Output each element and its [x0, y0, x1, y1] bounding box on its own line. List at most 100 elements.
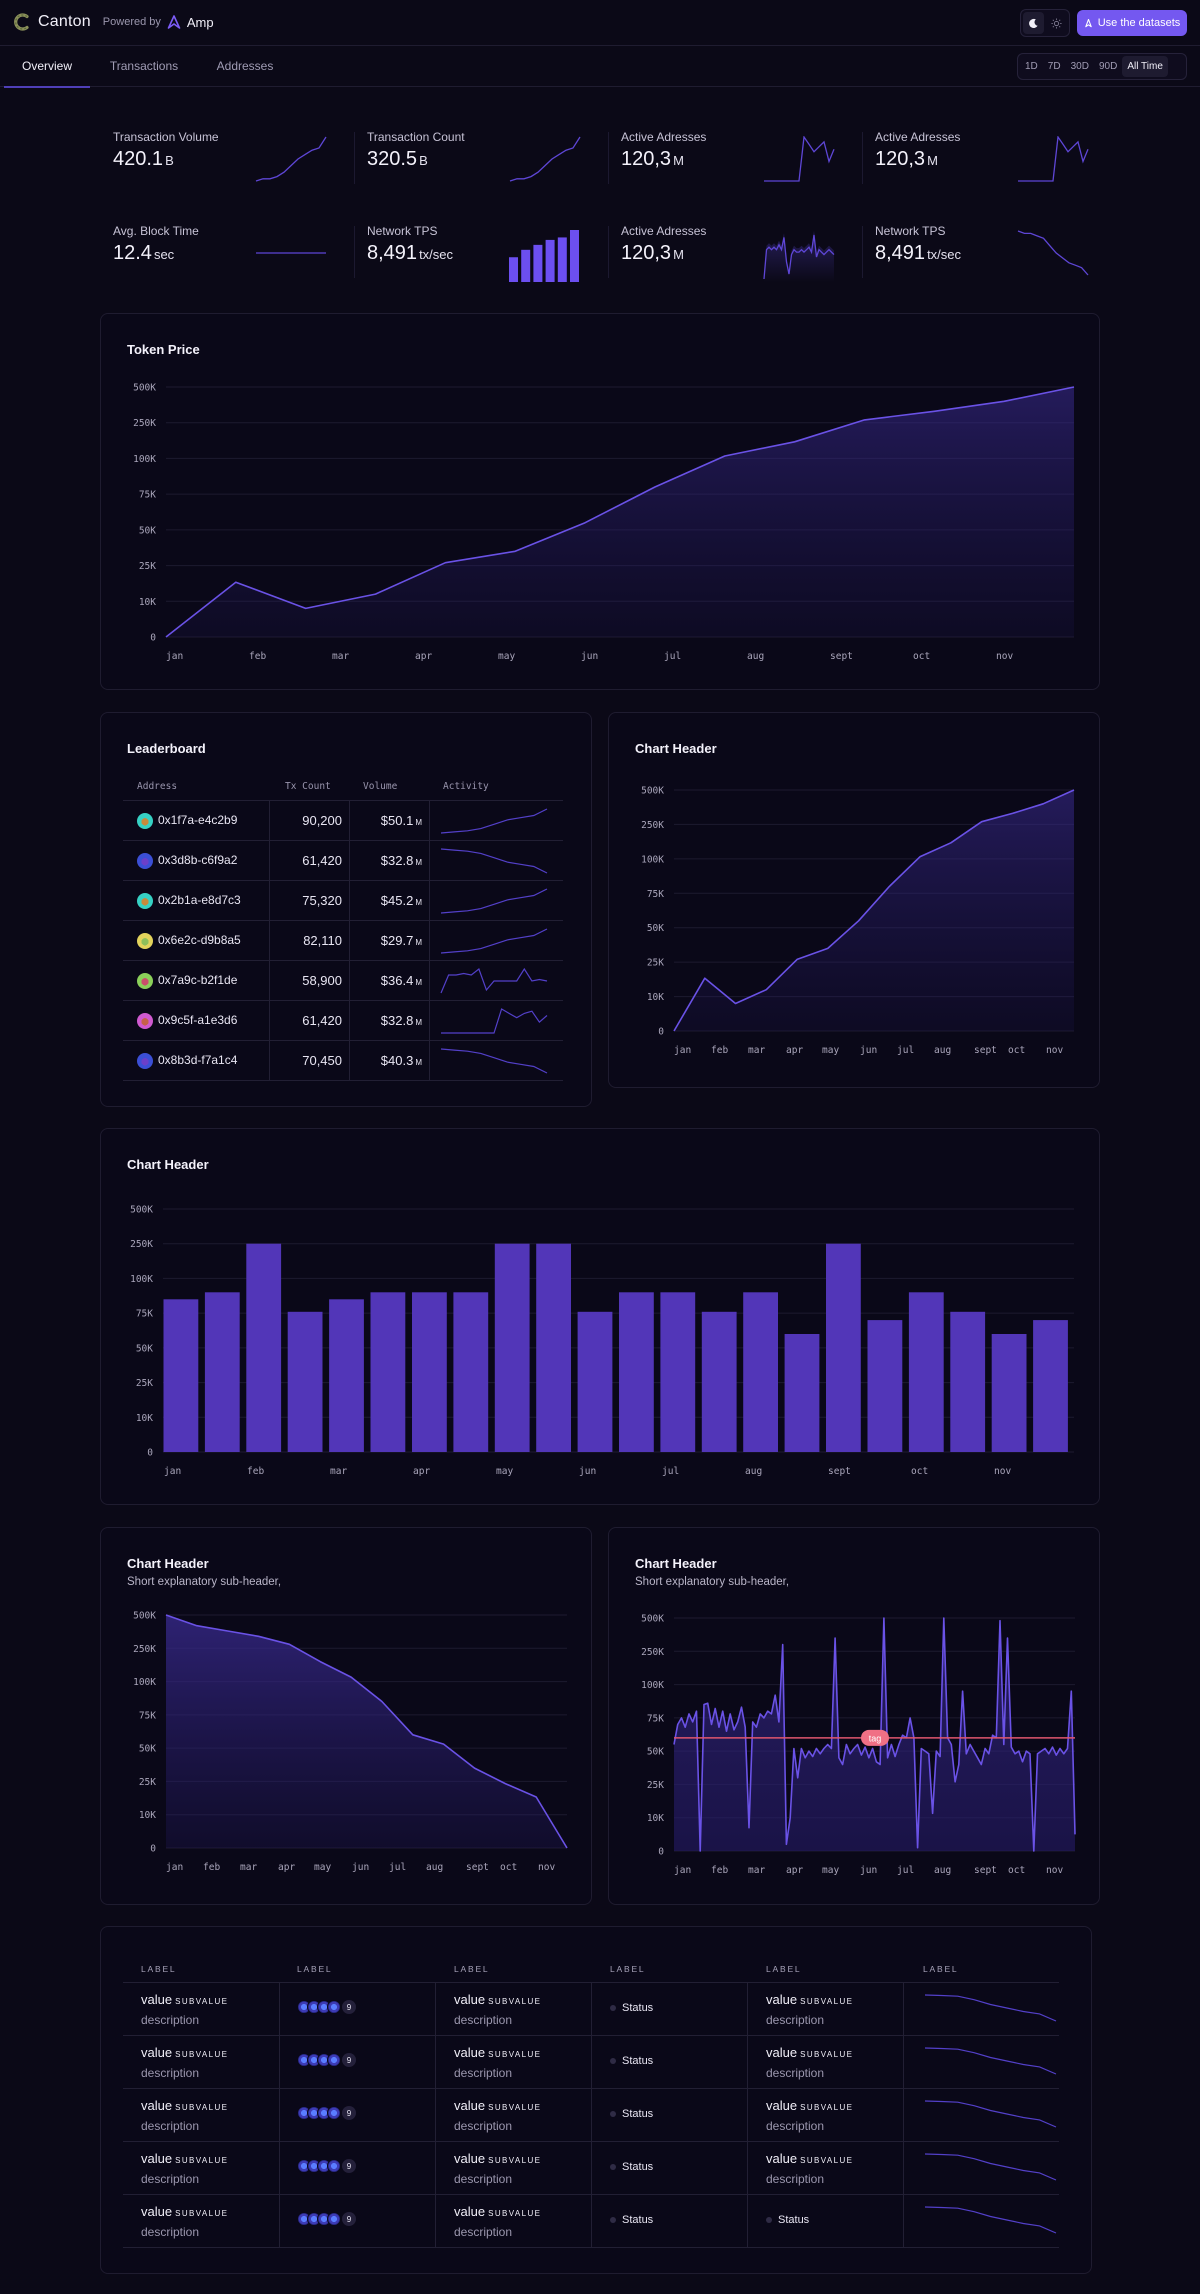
- x-tick-label: aug: [934, 1045, 951, 1056]
- table-row[interactable]: value SUBVALUE description 9 value SUBVALUE de…: [123, 2142, 1059, 2195]
- brand[interactable]: Canton Powered by Amp: [12, 12, 214, 32]
- address-link[interactable]: 0x7a9c-b2f1de: [158, 973, 238, 987]
- avatar-group[interactable]: 9: [297, 2053, 356, 2067]
- x-tick-label: sept: [828, 1466, 851, 1477]
- table-row[interactable]: value SUBVALUE description 9 value SUBVALUE de…: [123, 2089, 1059, 2142]
- threshold-tag-label[interactable]: tag: [869, 1733, 882, 1743]
- volatile-chart-card: Chart Header Short explanatory sub-heade…: [608, 1527, 1100, 1905]
- avatar-group[interactable]: 9: [297, 2212, 356, 2226]
- spark-line: [440, 888, 548, 914]
- leaderboard-row[interactable]: 0x7a9c-b2f1de 58,900 $36.4 M: [123, 961, 563, 1001]
- series-line: [673, 1617, 1076, 1852]
- activity-sparkline: [440, 928, 548, 954]
- light-theme-button[interactable]: [1046, 12, 1067, 34]
- card-title: Leaderboard: [127, 741, 206, 756]
- tab-overview[interactable]: Overview: [4, 46, 90, 88]
- y-tick-label: 0: [150, 633, 156, 644]
- divider: [269, 881, 270, 921]
- leaderboard-row[interactable]: 0x6e2c-d9b8a5 82,110 $29.7 M: [123, 921, 563, 961]
- volume-unit: M: [415, 898, 422, 907]
- value-text: value: [454, 1992, 486, 2007]
- divider: [862, 132, 863, 184]
- tab-transactions[interactable]: Transactions: [109, 59, 179, 73]
- address-link[interactable]: 0x9c5f-a1e3d6: [158, 1013, 238, 1027]
- theme-toggle[interactable]: [1020, 9, 1070, 37]
- avatar: [137, 853, 153, 869]
- leaderboard-row[interactable]: 0x9c5f-a1e3d6 61,420 $32.8 M: [123, 1001, 563, 1041]
- volume-value: $36.4: [380, 973, 414, 988]
- value-text: value: [141, 2098, 173, 2113]
- avatar-group[interactable]: 9: [297, 2159, 356, 2173]
- area-fill: [166, 1615, 567, 1848]
- range-30d[interactable]: 30D: [1070, 61, 1089, 72]
- column-address[interactable]: Address: [137, 781, 178, 792]
- x-tick-label: feb: [247, 1466, 264, 1477]
- value-text: value: [766, 2045, 798, 2060]
- tab-addresses[interactable]: Addresses: [216, 59, 274, 73]
- column-label[interactable]: LABEL: [297, 1964, 333, 1974]
- bar: [867, 1320, 903, 1452]
- range-90d[interactable]: 90D: [1098, 61, 1118, 72]
- range-all-time[interactable]: All Time: [1122, 56, 1168, 77]
- leaderboard-row[interactable]: 0x2b1a-e8d7c3 75,320 $45.2 M: [123, 881, 563, 921]
- avatar-group[interactable]: 9: [297, 2106, 356, 2120]
- divider: [608, 132, 609, 184]
- stat-number: 12.4: [113, 242, 152, 264]
- threshold-tag: [861, 1729, 889, 1746]
- column-volume[interactable]: Volume: [363, 781, 398, 792]
- volume: $29.7 M: [381, 933, 422, 948]
- subvalue-text: SUBVALUE: [175, 2156, 229, 2165]
- column-label[interactable]: LABEL: [454, 1964, 490, 1974]
- stat-number: 8,491: [367, 242, 418, 264]
- spark-line: [764, 136, 835, 182]
- spark-bar: [509, 257, 518, 282]
- x-tick-label: feb: [249, 651, 266, 662]
- leaderboard-row[interactable]: 0x1f7a-e4c2b9 90,200 $50.1 M: [123, 801, 563, 841]
- avatar-group[interactable]: 9: [297, 2000, 356, 2014]
- subvalue-text: SUBVALUE: [488, 1997, 542, 2006]
- brand-name: Canton: [38, 13, 91, 30]
- column-label[interactable]: LABEL: [141, 1964, 177, 1974]
- volume: $45.2 M: [381, 893, 422, 908]
- leaderboard-row[interactable]: 0x8b3d-f7a1c4 70,450 $40.3 M: [123, 1041, 563, 1081]
- x-tick-label: oct: [913, 651, 930, 662]
- stat-card: Active Adresses 120,3 M: [862, 128, 1116, 188]
- address-link[interactable]: 0x3d8b-c6f9a2: [158, 853, 238, 867]
- series-line: [165, 1614, 568, 1849]
- table-row[interactable]: value SUBVALUE description 9 value SUBVALUE de…: [123, 2036, 1059, 2089]
- x-tick-label: sept: [830, 651, 853, 662]
- range-1d[interactable]: 1D: [1025, 61, 1038, 72]
- address-link[interactable]: 0x6e2c-d9b8a5: [158, 933, 241, 947]
- cell-description: description: [766, 2013, 825, 2027]
- cell-value: value SUBVALUE: [454, 2098, 541, 2113]
- column-activity[interactable]: Activity: [443, 781, 489, 792]
- divider: [269, 961, 270, 1001]
- y-tick-label: 0: [147, 1448, 153, 1459]
- spark-line: [440, 1048, 548, 1074]
- address-link[interactable]: 0x1f7a-e4c2b9: [158, 813, 238, 827]
- table-row[interactable]: value SUBVALUE description 9 value SUBVALUE de…: [123, 1983, 1059, 2036]
- divider: [429, 1001, 430, 1041]
- dark-theme-button[interactable]: [1023, 12, 1044, 34]
- column-label[interactable]: LABEL: [766, 1964, 802, 1974]
- divider: [279, 2036, 280, 2089]
- stat-card: Avg. Block Time 12.4 sec: [100, 222, 354, 282]
- value-text: value: [141, 1992, 173, 2007]
- cell-value: value SUBVALUE: [766, 2151, 853, 2166]
- column-label[interactable]: LABEL: [923, 1964, 959, 1974]
- cell-description: description: [141, 2066, 200, 2080]
- table-row[interactable]: value SUBVALUE description 9 value SUBVALUE de…: [123, 2195, 1059, 2248]
- status-dot-icon: [610, 2164, 616, 2170]
- tx-count: 61,420: [302, 1013, 342, 1028]
- use-datasets-button[interactable]: Use the datasets: [1077, 10, 1187, 36]
- volume: $50.1 M: [381, 813, 422, 828]
- column-tx-count[interactable]: Tx Count: [285, 781, 331, 792]
- cell-value: value SUBVALUE: [766, 1992, 853, 2007]
- bar: [950, 1311, 986, 1452]
- leaderboard-row[interactable]: 0x3d8b-c6f9a2 61,420 $32.8 M: [123, 841, 563, 881]
- column-label[interactable]: LABEL: [610, 1964, 646, 1974]
- address-link[interactable]: 0x2b1a-e8d7c3: [158, 893, 241, 907]
- address-link[interactable]: 0x8b3d-f7a1c4: [158, 1053, 238, 1067]
- y-tick-label: 100K: [133, 454, 156, 465]
- range-7d[interactable]: 7D: [1047, 61, 1061, 72]
